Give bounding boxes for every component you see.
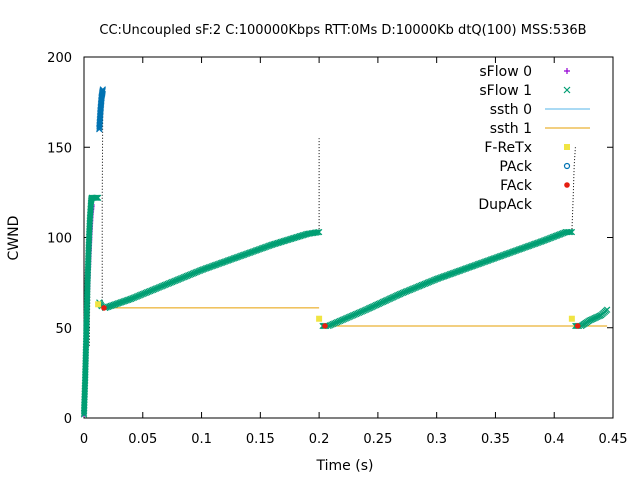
data-point — [314, 229, 321, 236]
cwnd-series — [80, 86, 611, 418]
event-markers — [95, 301, 581, 329]
legend-dot — [564, 182, 570, 188]
f-retx-marker — [316, 315, 323, 322]
legend-circle — [563, 162, 571, 170]
plot-frame — [83, 56, 614, 419]
data-point — [94, 194, 102, 202]
data-point — [603, 306, 611, 313]
x-tick-label: 0.4 — [544, 432, 565, 447]
x-tick-label: 0.25 — [363, 432, 392, 447]
legend-label: PAck — [499, 159, 533, 175]
data-point — [93, 194, 101, 202]
x-tick-label: 0.2 — [309, 432, 330, 447]
data-point — [563, 86, 571, 94]
f-retx-marker — [95, 301, 102, 308]
data-point — [567, 228, 574, 236]
data-point — [564, 68, 570, 74]
x-tick-label: 0.45 — [599, 432, 628, 447]
y-tick-label: 150 — [47, 141, 72, 156]
x-tick-label: 0.1 — [191, 432, 212, 447]
x-tick-label: 0.3 — [426, 432, 447, 447]
y-tick-label: 100 — [47, 232, 72, 247]
x-tick-label: 0 — [80, 432, 88, 447]
data-point — [99, 88, 106, 96]
dupack-trace — [571, 147, 576, 233]
y-tick-label: 200 — [47, 51, 72, 66]
chart-title: CC:Uncoupled sF:2 C:100000Kbps RTT:0Ms D… — [99, 23, 586, 38]
x-tick-label: 0.35 — [481, 432, 510, 447]
f-ack-marker — [322, 323, 328, 329]
x-axis-label: Time (s) — [316, 458, 374, 474]
f-ack-marker — [101, 305, 107, 311]
y-tick-label: 0 — [64, 412, 72, 427]
data-point — [99, 86, 107, 93]
legend-label: ssth 1 — [490, 121, 532, 137]
f-retx-marker — [568, 315, 575, 322]
x-axis-ticks: 0 0.05 0.1 0.15 0.2 0.25 0.3 0.35 0.4 0.45 — [80, 57, 628, 447]
y-axis-label: CWND — [6, 216, 22, 261]
series-2 — [96, 86, 107, 133]
f-ack-marker — [574, 323, 581, 329]
series-1 — [80, 194, 611, 418]
legend: sFlow 0 sFlow 1 ssth 0 ssth 1 F-ReTx PAck FAck… — [478, 64, 590, 213]
legend-label: ssth 0 — [490, 102, 532, 118]
legend-label: sFlow 1 — [479, 83, 532, 99]
dupack-trace — [101, 96, 104, 310]
data-point — [315, 228, 323, 236]
y-tick-label: 50 — [55, 322, 72, 337]
ssth-lines — [99, 307, 608, 327]
x-tick-label: 0.15 — [246, 432, 275, 447]
data-point — [99, 87, 106, 94]
x-tick-label: 0.05 — [128, 432, 157, 447]
legend-square — [564, 144, 570, 150]
legend-label: F-ReTx — [484, 140, 532, 156]
data-point — [92, 194, 99, 202]
data-point — [568, 228, 576, 236]
legend-label: sFlow 0 — [479, 64, 532, 80]
legend-label: DupAck — [478, 197, 533, 213]
legend-label: FAck — [500, 178, 533, 194]
